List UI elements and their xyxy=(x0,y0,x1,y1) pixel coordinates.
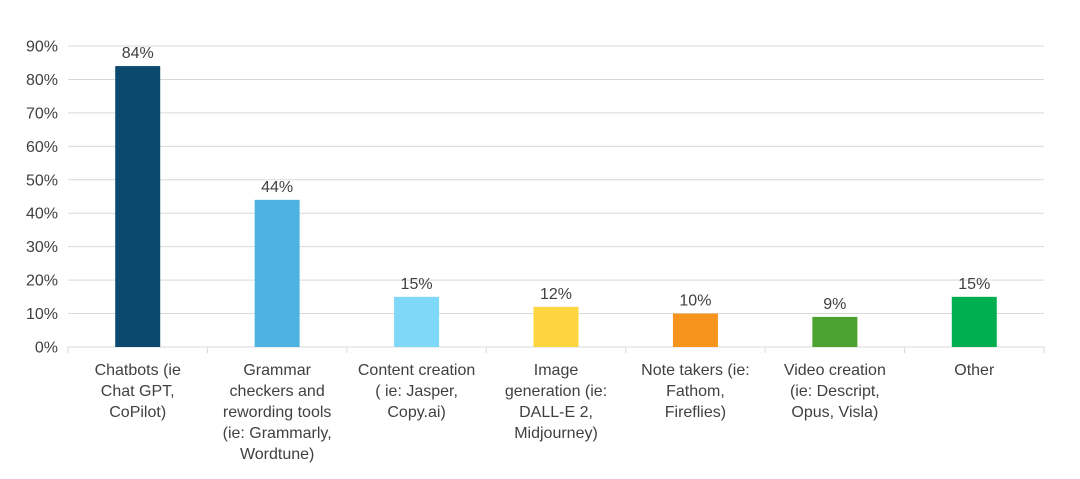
y-tick-label: 30% xyxy=(26,239,58,256)
data-label: 15% xyxy=(401,276,433,293)
x-category-label: checkers and xyxy=(230,383,325,400)
x-category-label: Midjourney) xyxy=(514,425,598,442)
y-tick-label: 60% xyxy=(26,139,58,156)
bar xyxy=(812,316,858,347)
y-tick-label: 90% xyxy=(26,39,58,56)
x-category-label: Chatbots (ie xyxy=(95,362,181,379)
x-category-label: Other xyxy=(954,362,995,379)
bar xyxy=(533,306,579,347)
x-category-label: CoPilot) xyxy=(109,404,166,421)
x-category-label: Video creation xyxy=(784,362,886,379)
y-tick-label: 0% xyxy=(35,340,58,357)
x-category-label: generation (ie: xyxy=(505,383,607,400)
y-tick-label: 70% xyxy=(26,105,58,122)
data-label: 15% xyxy=(958,276,990,293)
x-category-label: Chat GPT, xyxy=(101,383,175,400)
y-tick-label: 20% xyxy=(26,273,58,290)
y-tick-label: 10% xyxy=(26,306,58,323)
y-tick-label: 50% xyxy=(26,172,58,189)
x-category-label: Image xyxy=(534,362,579,379)
x-category-label: (ie: Grammarly, xyxy=(223,425,332,442)
x-category-label: Note takers (ie: xyxy=(641,362,749,379)
data-label: 12% xyxy=(540,286,572,303)
bar xyxy=(394,296,440,347)
data-label: 44% xyxy=(261,179,293,196)
y-tick-label: 80% xyxy=(26,72,58,89)
bar xyxy=(254,199,300,347)
data-label: 10% xyxy=(679,293,711,310)
x-category-label: rewording tools xyxy=(223,404,332,421)
x-category-label: (ie: Descript, xyxy=(790,383,880,400)
data-label: 84% xyxy=(122,45,154,62)
bar xyxy=(951,296,997,347)
y-tick-label: 40% xyxy=(26,206,58,223)
x-category-label: Content creation xyxy=(358,362,475,379)
bar xyxy=(672,313,718,347)
x-category-label: Copy.ai) xyxy=(387,404,445,421)
data-label: 9% xyxy=(823,296,846,313)
bar xyxy=(115,66,161,348)
x-category-label: Wordtune) xyxy=(240,446,314,463)
x-category-label: Fathom, xyxy=(666,383,725,400)
x-category-label: Opus, Visla) xyxy=(791,404,878,421)
x-category-label: ( ie: Jasper, xyxy=(375,383,458,400)
x-category-label: Fireflies) xyxy=(665,404,726,421)
x-category-label: Grammar xyxy=(243,362,311,379)
x-category-label: DALL-E 2, xyxy=(519,404,593,421)
